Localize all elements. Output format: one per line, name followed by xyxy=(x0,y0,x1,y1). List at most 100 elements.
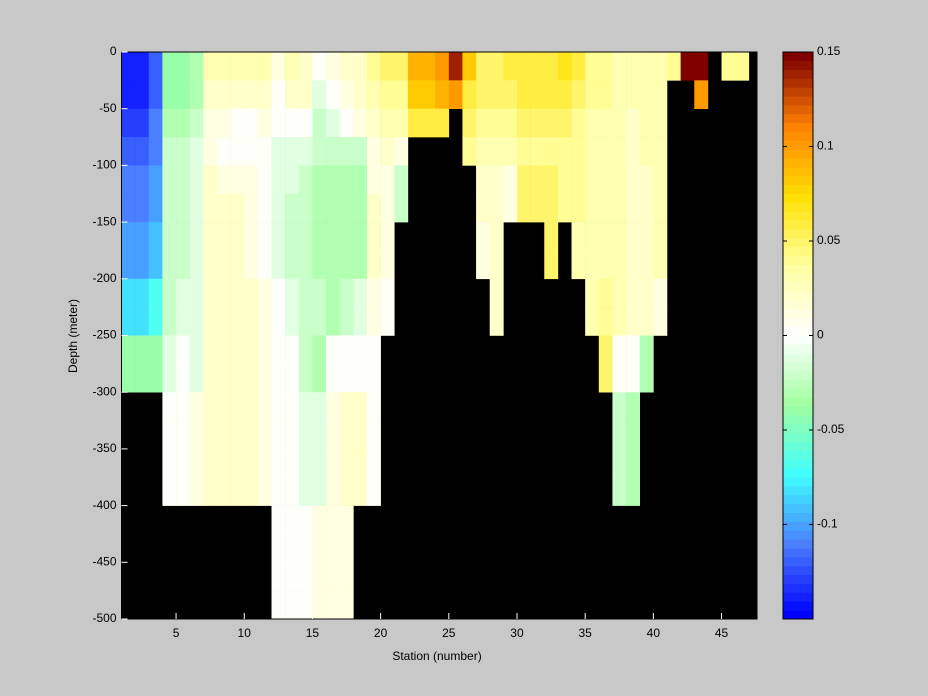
cell xyxy=(189,335,204,365)
cell xyxy=(653,108,668,138)
cell xyxy=(598,80,613,109)
cell xyxy=(366,80,381,109)
cell xyxy=(516,52,531,81)
cell xyxy=(626,420,641,450)
cell xyxy=(544,222,559,251)
cell xyxy=(353,108,368,138)
cell xyxy=(612,448,627,478)
cell xyxy=(407,108,422,138)
cell xyxy=(557,165,572,195)
cell xyxy=(503,80,518,109)
cell xyxy=(176,222,190,251)
cell xyxy=(216,222,231,251)
x-tick-label: 40 xyxy=(647,626,661,640)
x-tick-label: 10 xyxy=(238,626,252,640)
cell xyxy=(339,505,354,535)
cell xyxy=(639,250,654,280)
cell xyxy=(653,222,668,251)
cell xyxy=(366,108,381,138)
cell xyxy=(353,278,368,308)
cell xyxy=(298,590,313,620)
cell xyxy=(203,392,218,421)
x-tick-label: 5 xyxy=(173,626,180,640)
cell xyxy=(271,392,286,421)
cell xyxy=(244,222,259,251)
cell xyxy=(244,363,259,393)
cell xyxy=(257,250,272,280)
cell xyxy=(353,250,368,280)
cell xyxy=(571,108,586,138)
colorbar-band xyxy=(783,397,813,407)
cell xyxy=(216,250,231,280)
cell xyxy=(326,278,340,308)
cell xyxy=(176,448,190,478)
cell xyxy=(326,562,340,591)
cell xyxy=(176,420,190,450)
cell xyxy=(135,335,150,365)
cell xyxy=(271,505,286,535)
colorbar-band xyxy=(783,300,813,310)
cell xyxy=(503,108,518,138)
cell xyxy=(298,222,313,251)
cell xyxy=(489,52,504,81)
cell xyxy=(639,80,654,109)
cell xyxy=(135,165,150,195)
cell xyxy=(557,52,572,81)
x-tick-label: 25 xyxy=(442,626,456,640)
cell xyxy=(366,137,381,166)
cell xyxy=(312,193,327,223)
cell xyxy=(598,222,613,251)
cell xyxy=(257,420,272,450)
cell xyxy=(626,193,641,223)
cell xyxy=(721,52,736,81)
cell xyxy=(489,222,504,251)
cell xyxy=(366,52,381,81)
cell xyxy=(298,108,313,138)
cell xyxy=(516,193,531,223)
cell xyxy=(176,477,190,506)
colorbar-band xyxy=(783,450,813,460)
cell xyxy=(530,137,545,166)
cell xyxy=(162,335,177,365)
cell xyxy=(298,562,313,591)
cell xyxy=(585,193,600,223)
cell xyxy=(489,250,504,280)
cell xyxy=(298,52,313,81)
cell xyxy=(285,420,300,450)
cell xyxy=(176,165,190,195)
colorbar-tick-label: -0.05 xyxy=(817,422,845,436)
cell xyxy=(530,193,545,223)
cell xyxy=(380,108,395,138)
cell xyxy=(353,448,368,478)
cell xyxy=(285,533,300,563)
cell xyxy=(326,250,340,280)
y-tick-label: -500 xyxy=(92,611,116,625)
cell xyxy=(462,108,477,138)
cell xyxy=(435,52,450,81)
colorbar-tick-label: 0 xyxy=(817,328,824,342)
cell xyxy=(298,165,313,195)
cell xyxy=(407,80,422,109)
colorbar-band xyxy=(783,229,813,239)
cell xyxy=(380,307,395,336)
cell xyxy=(626,363,641,393)
colorbar-band xyxy=(783,432,813,443)
cell xyxy=(176,52,190,81)
cell xyxy=(571,250,586,280)
colorbar-band xyxy=(783,601,813,611)
cell xyxy=(639,363,654,393)
cell xyxy=(476,165,491,195)
colorbar-band xyxy=(783,87,813,97)
cell xyxy=(203,52,218,81)
cell xyxy=(598,165,613,195)
colorbar-band xyxy=(783,353,813,363)
cell xyxy=(653,80,668,109)
colorbar-band xyxy=(783,477,813,487)
cell xyxy=(516,80,531,109)
cell xyxy=(612,363,627,393)
cell xyxy=(257,52,272,81)
cell xyxy=(271,448,286,478)
colorbar-band xyxy=(783,548,813,558)
cell xyxy=(298,137,313,166)
cell xyxy=(326,477,340,506)
